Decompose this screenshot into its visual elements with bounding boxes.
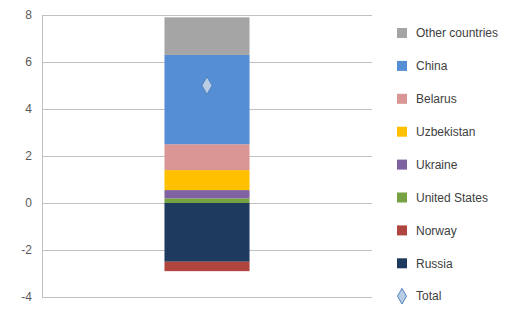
legend-label: China bbox=[416, 59, 448, 73]
marker bbox=[202, 77, 212, 95]
tick: -2 bbox=[21, 243, 42, 257]
legend-label: Norway bbox=[416, 224, 457, 238]
tick: 8 bbox=[25, 8, 42, 22]
grid bbox=[42, 15, 372, 297]
axis-line bbox=[42, 16, 43, 298]
tick-label: 6 bbox=[25, 55, 32, 69]
bar-segment bbox=[164, 198, 249, 203]
legend-swatch bbox=[397, 225, 407, 235]
legend-item: Norway bbox=[397, 224, 457, 238]
tick: 2 bbox=[25, 149, 42, 163]
legend-swatch bbox=[397, 94, 407, 104]
legend-swatch bbox=[397, 28, 407, 38]
bar-segment bbox=[164, 190, 249, 198]
bar-segment bbox=[164, 170, 249, 190]
tick: -4 bbox=[21, 290, 42, 304]
grid-line bbox=[42, 15, 372, 16]
bar-segment bbox=[164, 262, 249, 271]
legend-swatch bbox=[398, 288, 407, 304]
legend-item: Belarus bbox=[397, 92, 457, 106]
y-axis: -4 -2 0 2 4 6 8 bbox=[21, 8, 42, 304]
legend-label: Other countries bbox=[416, 26, 498, 40]
legend-swatch bbox=[397, 193, 407, 203]
legend-swatch bbox=[397, 258, 407, 268]
legend-item: Russia bbox=[397, 257, 453, 271]
legend-item: Other countries bbox=[397, 26, 498, 40]
legend-item: Total bbox=[398, 288, 442, 304]
legend-item: Uzbekistan bbox=[397, 125, 475, 139]
tick-label: 8 bbox=[25, 8, 32, 22]
legend-item: China bbox=[397, 59, 448, 73]
legend-swatch bbox=[397, 127, 407, 137]
tick-label: -4 bbox=[21, 290, 32, 304]
tick-label: 4 bbox=[25, 102, 32, 116]
legend-label: Ukraine bbox=[416, 158, 458, 172]
legend-label: Total bbox=[416, 289, 441, 303]
tick-label: 0 bbox=[25, 196, 32, 210]
grid-line bbox=[42, 297, 372, 298]
tick-label: 2 bbox=[25, 149, 32, 163]
legend-label: Russia bbox=[416, 257, 453, 271]
legend-item: United States bbox=[397, 191, 488, 205]
legend-label: United States bbox=[416, 191, 488, 205]
bar-segment bbox=[164, 203, 249, 262]
legend-swatch bbox=[397, 160, 407, 170]
legend-swatch bbox=[397, 61, 407, 71]
tick: 0 bbox=[25, 196, 42, 210]
chart: -4 -2 0 2 4 6 8 Other countries China Belarus Uzbe… bbox=[0, 0, 528, 319]
tick: 6 bbox=[25, 55, 42, 69]
legend-label: Uzbekistan bbox=[416, 125, 475, 139]
tick-label: -2 bbox=[21, 243, 32, 257]
legend-item: Ukraine bbox=[397, 158, 458, 172]
bar-segment bbox=[164, 144, 249, 170]
bar-segment bbox=[164, 17, 249, 55]
bar-segment bbox=[164, 55, 249, 144]
tick: 4 bbox=[25, 102, 42, 116]
legend: Other countries China Belarus Uzbekistan Ukr… bbox=[397, 26, 498, 304]
legend-label: Belarus bbox=[416, 92, 457, 106]
marks bbox=[164, 17, 249, 271]
